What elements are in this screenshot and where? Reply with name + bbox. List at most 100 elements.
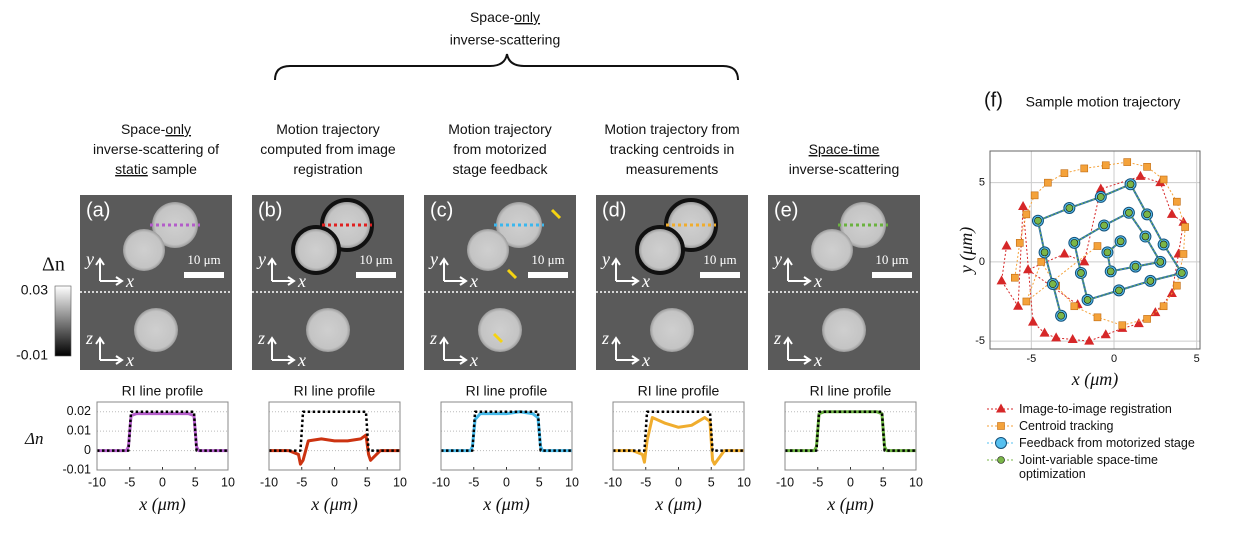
scale-bar: [184, 272, 224, 278]
marker: [1117, 238, 1124, 245]
x-tick-label: 10: [909, 475, 923, 489]
text-segment: computed from image: [260, 141, 396, 157]
axis-letter: x: [641, 271, 650, 291]
x-tick-label: -5: [124, 475, 135, 489]
marker: [1144, 211, 1151, 218]
marker: [1016, 239, 1023, 246]
axis-letter: x: [813, 271, 822, 291]
marker: [1107, 268, 1114, 275]
x-tick-label: -5: [812, 475, 823, 489]
marker: [1115, 287, 1122, 294]
scale-bar: [356, 272, 396, 278]
x-axis-label: x (μm): [138, 494, 186, 515]
y-axis-label: y (μm): [956, 227, 977, 276]
colorbar-min: -0.01: [16, 347, 48, 363]
chart-title: Sample motion trajectory: [1026, 94, 1181, 110]
y-tick-label: 0: [979, 256, 985, 268]
x-axis-label: x (μm): [482, 494, 530, 515]
text-segment: Motion trajectory from: [604, 121, 739, 137]
panel-caption: Motion trajectory: [448, 121, 551, 137]
x-tick-label: -10: [776, 475, 794, 489]
panel-caption: stage feedback: [453, 161, 549, 177]
y-axis-label: Δn: [24, 429, 43, 448]
marker: [1144, 315, 1151, 322]
marker: [1071, 303, 1078, 310]
bead-xz: [306, 308, 350, 352]
marker: [1119, 322, 1126, 329]
axis-letter: x: [297, 350, 306, 370]
axis-letter: x: [125, 271, 134, 291]
marker: [1160, 241, 1167, 248]
bead: [295, 229, 337, 271]
marker: [1094, 243, 1101, 250]
marker: [1147, 277, 1154, 284]
x-axis-label: x (μm): [310, 494, 358, 515]
axis-letter: y: [428, 249, 438, 269]
chart-title: RI line profile: [466, 383, 548, 399]
legend-label: Feedback from motorized stage: [1019, 436, 1219, 450]
legend-entry: Feedback from motorized stage: [985, 436, 1235, 450]
marker: [1081, 165, 1088, 172]
x-tick-label: -10: [88, 475, 106, 489]
x-tick-label: -10: [260, 475, 278, 489]
legend-label: Centroid tracking: [1019, 419, 1219, 433]
marker: [1049, 281, 1056, 288]
x-tick-label: -5: [640, 475, 651, 489]
marker: [1157, 258, 1164, 265]
marker: [1044, 179, 1051, 186]
marker: [1173, 198, 1180, 205]
x-axis-label: x (μm): [654, 494, 702, 515]
axis-letter: x: [813, 350, 822, 370]
axis-letter: z: [601, 328, 609, 348]
marker: [1059, 248, 1069, 257]
legend: Image-to-image registration Centroid trac…: [985, 402, 1235, 484]
panel-label: (a): [86, 199, 110, 221]
marker: [1013, 301, 1023, 310]
marker: [1077, 269, 1084, 276]
scale-bar-label: 10 μm: [703, 252, 736, 267]
colorbar-label: Δn: [42, 254, 65, 276]
text-segment: stage feedback: [453, 161, 549, 177]
legend-symbol: [985, 402, 1019, 416]
x-tick-label: 10: [737, 475, 751, 489]
panel-caption: Space-only: [121, 121, 191, 137]
header-line: inverse-scattering: [450, 32, 561, 48]
y-tick-label: 0.01: [67, 423, 91, 437]
marker: [1101, 222, 1108, 229]
text-segment: Motion trajectory: [448, 121, 551, 137]
panel-caption: static sample: [115, 161, 197, 177]
x-tick-label: 10: [393, 475, 407, 489]
x-tick-label: 10: [565, 475, 579, 489]
panel-caption: inverse-scattering: [789, 161, 900, 177]
marker: [1178, 269, 1185, 276]
axis-letter: x: [125, 350, 134, 370]
marker: [1058, 312, 1065, 319]
legend-symbol: [985, 453, 1019, 467]
panel-caption: from motorized: [453, 141, 546, 157]
axis-letter: z: [773, 328, 781, 348]
axis-letter: z: [257, 328, 265, 348]
bead: [123, 229, 165, 271]
axis-letter: x: [297, 271, 306, 291]
legend-entry: Centroid tracking: [985, 419, 1235, 433]
bead-xz: [134, 308, 178, 352]
marker: [1104, 249, 1111, 256]
marker: [1040, 328, 1050, 337]
x-tick-label: 10: [221, 475, 235, 489]
marker: [1124, 159, 1131, 166]
axis-letter: y: [600, 249, 610, 269]
text-segment: inverse-scattering: [789, 161, 900, 177]
marker: [1084, 336, 1094, 345]
scale-bar-label: 10 μm: [531, 252, 564, 267]
legend-entry: Image-to-image registration: [985, 402, 1235, 416]
text-segment: only: [165, 121, 191, 137]
legend-symbol: [985, 436, 1019, 450]
x-tick-label: 0: [503, 475, 510, 489]
bead: [639, 229, 681, 271]
marker: [1023, 298, 1030, 305]
marker: [998, 423, 1005, 430]
bead-xz: [650, 308, 694, 352]
marker: [1071, 239, 1078, 246]
marker: [1173, 282, 1180, 289]
text-segment: tracking centroids in: [610, 141, 735, 157]
